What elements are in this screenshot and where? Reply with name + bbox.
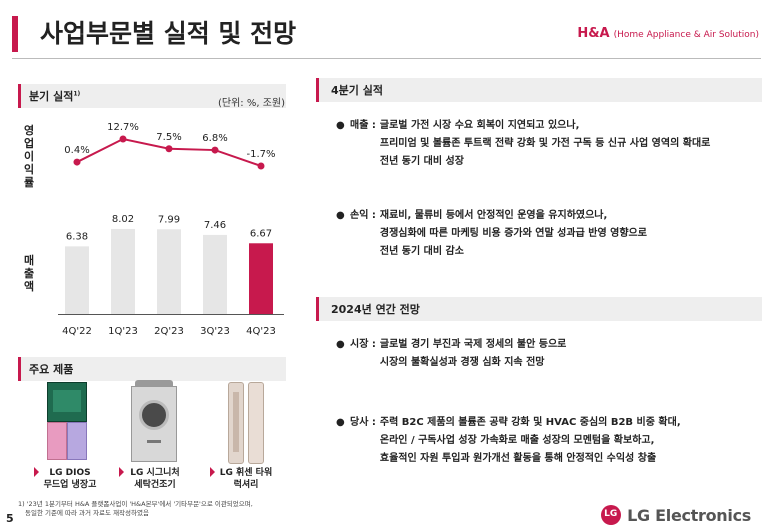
bullet-dot-icon: ●: [336, 339, 345, 350]
lg-logo-icon: LG: [601, 505, 622, 525]
sales-bar: [157, 229, 181, 314]
bullet-company: ● 당사 : 주력 B2C 제품의 볼륨존 공략 강화 및 HVAC 중심의 B…: [336, 414, 681, 468]
bullet-line: 글로벌 가전 시장 수요 회복이 지연되고 있으나,: [379, 120, 580, 131]
op-margin-axis-char: 영: [23, 124, 35, 137]
bullet-line: 프리미엄 및 볼륨존 투트랙 전략 강화 및 가전 구독 등 신규 사업 영역의…: [379, 138, 711, 149]
bullet-market: ● 시장 : 글로벌 경기 부진과 국제 정세의 불안 등으로 시장의 불확실성…: [336, 336, 566, 372]
category-tick-label: 4Q'23: [246, 326, 276, 337]
sales-value-label: 6.38: [66, 231, 88, 242]
op-margin-value-label: 7.5%: [156, 132, 181, 143]
outlook-title: 2024년 연간 전망: [331, 303, 420, 316]
unit-label: (단위: %, 조원): [218, 98, 286, 109]
sales-value-label: 8.02: [112, 214, 134, 225]
sales-bar: [249, 243, 273, 314]
bullet-line: 시장의 불확실성과 경쟁 심화 지속 전망: [379, 357, 545, 368]
bullet-sales: ● 매출 : 글로벌 가전 시장 수요 회복이 지연되고 있으나, 프리미엄 및…: [336, 117, 710, 171]
whisen-tower-image: [228, 382, 264, 464]
footnote: 1) '23년 1분기부터 H&A 플랫폼사업이 'H&A본부'에서 '기타부문…: [18, 500, 253, 517]
sales-bar: [111, 228, 135, 314]
product-name-signature: LG 시그니처 세탁건조기: [130, 468, 180, 490]
sales-axis-char: 출: [23, 267, 35, 280]
product-marker: [119, 467, 124, 477]
sales-bar: [203, 234, 227, 314]
page-title: 사업부문별 실적 및 전망: [40, 19, 297, 48]
bullet-line: 효율적인 자원 투입과 원가개선 활동을 통해 안정적인 수익성 창출: [379, 453, 657, 464]
bullet-line: 전년 동기 대비 성장: [379, 156, 464, 167]
product-name-whisen: LG 휘센 타워 럭셔리: [219, 468, 273, 490]
bullet-dot-icon: ●: [336, 120, 345, 131]
op-margin-axis-char: 업: [23, 137, 35, 150]
lg-logo: LG LG Electronics: [601, 505, 751, 525]
bullet-line: 글로벌 경기 부진과 국제 정세의 불안 등으로: [379, 339, 567, 350]
op-margin-point: [119, 135, 127, 143]
division-name: H&A: [577, 26, 610, 41]
op-margin-point: [257, 162, 265, 170]
category-tick-label: 2Q'23: [154, 326, 184, 337]
op-margin-value-label: -1.7%: [246, 149, 275, 160]
bullet-line: 전년 동기 대비 감소: [379, 246, 464, 257]
bullet-dot-icon: ●: [336, 417, 345, 428]
product-name-dios: LG DIOS 무드업 냉장고: [43, 468, 97, 490]
header-divider: [12, 58, 761, 59]
bullet-line: 경쟁심화에 따른 마케팅 비용 증가와 연말 성과급 반영 영향으로: [379, 228, 647, 239]
bullet-key: 당사 :: [350, 417, 376, 428]
product-marker: [210, 467, 215, 477]
quarterly-results-title: 분기 실적1): [29, 90, 81, 103]
op-margin-value-label: 0.4%: [64, 145, 89, 156]
products-title: 주요 제품: [29, 363, 74, 376]
products-header: 주요 제품: [18, 357, 286, 381]
section-accent: [18, 357, 21, 381]
sales-axis-char: 액: [23, 280, 35, 293]
op-margin-line: [76, 137, 262, 167]
title-accent-bar: [12, 16, 18, 52]
bullet-key: 손익 :: [350, 210, 376, 221]
section-accent: [18, 84, 21, 108]
bullet-line: 주력 B2C 제품의 볼륨존 공략 강화 및 HVAC 중심의 B2B 비중 확…: [379, 417, 681, 428]
category-tick-label: 3Q'23: [200, 326, 230, 337]
op-margin-value-label: 12.7%: [107, 122, 139, 133]
division-subtitle: (Home Appliance & Air Solution): [613, 30, 759, 40]
dios-fridge-image: [47, 382, 87, 460]
bullet-key: 시장 :: [350, 339, 376, 350]
op-margin-axis-char: 률: [23, 176, 35, 189]
op-margin-value-label: 6.8%: [202, 133, 227, 144]
sales-value-label: 7.46: [204, 220, 226, 231]
sales-axis-char: 매: [23, 254, 35, 267]
sales-bar: [65, 246, 89, 314]
category-tick-label: 4Q'22: [62, 326, 92, 337]
lg-logo-text: LG Electronics: [627, 505, 751, 525]
section-accent: [316, 297, 319, 321]
signature-washer-image: [131, 380, 177, 462]
op-margin-point: [165, 145, 173, 153]
q4-results-title: 4분기 실적: [331, 84, 383, 97]
bullet-key: 매출 :: [350, 120, 376, 131]
op-margin-point: [211, 146, 219, 154]
quarterly-results-header: 분기 실적1): [18, 84, 286, 108]
outlook-header: 2024년 연간 전망: [316, 297, 762, 321]
division-label: H&A (Home Appliance & Air Solution): [577, 26, 759, 41]
section-accent: [316, 78, 319, 102]
bullet-dot-icon: ●: [336, 210, 345, 221]
op-margin-point: [73, 158, 81, 166]
sales-value-label: 6.67: [250, 228, 272, 239]
bullet-line: 재료비, 물류비 등에서 안정적인 운영을 유지하였으나,: [379, 210, 608, 221]
op-margin-axis-char: 이: [23, 150, 35, 163]
op-margin-axis-char: 익: [23, 163, 35, 176]
page-number: 5: [6, 512, 14, 525]
product-marker: [34, 467, 39, 477]
q4-results-header: 4분기 실적: [316, 78, 762, 102]
bullet-profit: ● 손익 : 재료비, 물류비 등에서 안정적인 운영을 유지하였으나, 경쟁심…: [336, 207, 647, 261]
category-tick-label: 1Q'23: [108, 326, 138, 337]
bullet-line: 온라인 / 구독사업 성장 가속화로 매출 성장의 모멘텀을 확보하고,: [379, 435, 655, 446]
sales-value-label: 7.99: [158, 214, 180, 225]
